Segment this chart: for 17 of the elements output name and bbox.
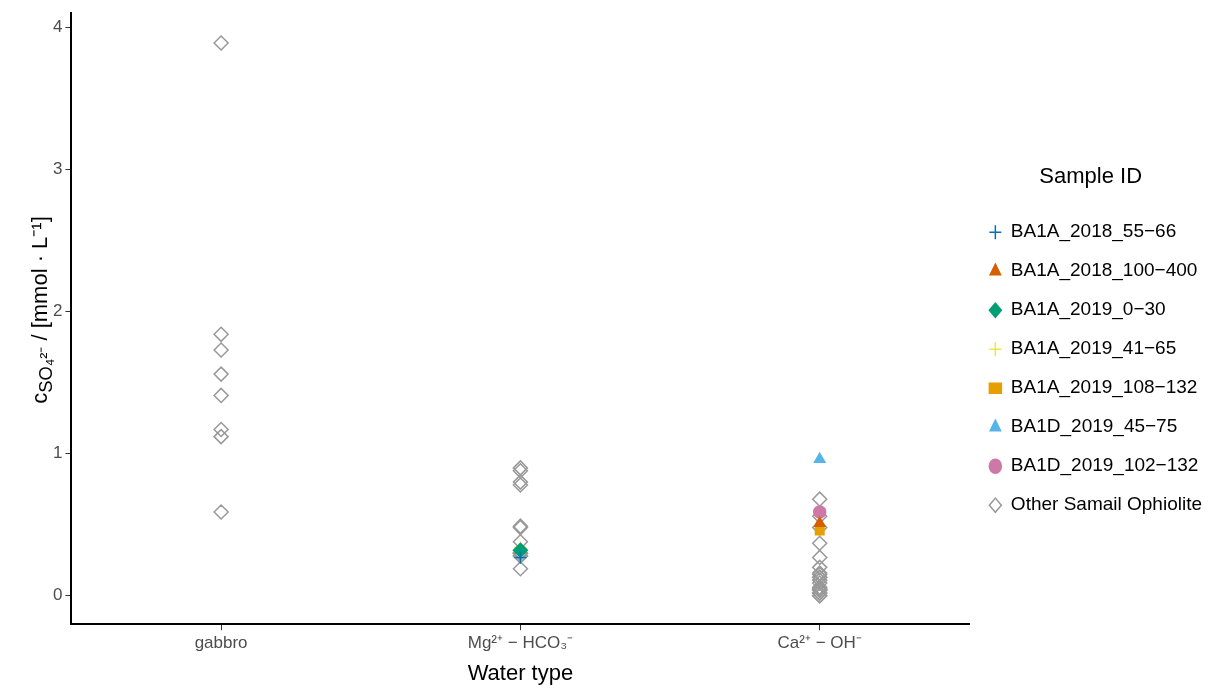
y-tick-label: 1 xyxy=(52,443,63,463)
legend-title: Sample ID xyxy=(1039,163,1143,189)
legend-label: BA1A_2019_41−65 xyxy=(1010,337,1177,360)
y-tick-label: 0 xyxy=(52,585,63,605)
y-tick-label: 3 xyxy=(52,159,63,179)
x-axis-title: Water type xyxy=(467,659,574,685)
legend-label: Other Samail Ophiolite xyxy=(1010,493,1203,515)
legend-label: BA1A_2018_100−400 xyxy=(1010,259,1198,282)
legend-label: BA1A_2019_0−30 xyxy=(1010,298,1166,321)
legend-label: BA1A_2018_55−66 xyxy=(1010,220,1177,243)
y-tick-label: 4 xyxy=(52,17,63,37)
x-tick-label: gabbro xyxy=(194,633,248,653)
legend-label: BA1D_2019_102−132 xyxy=(1010,454,1199,477)
legend-label: BA1A_2019_108−132 xyxy=(1010,376,1198,399)
x-tick-label: Mg²⁺ − HCO₃⁻ xyxy=(467,633,574,653)
x-tick-label: Ca²⁺ − OH⁻ xyxy=(777,633,862,653)
legend-label: BA1D_2019_45−75 xyxy=(1010,415,1178,438)
